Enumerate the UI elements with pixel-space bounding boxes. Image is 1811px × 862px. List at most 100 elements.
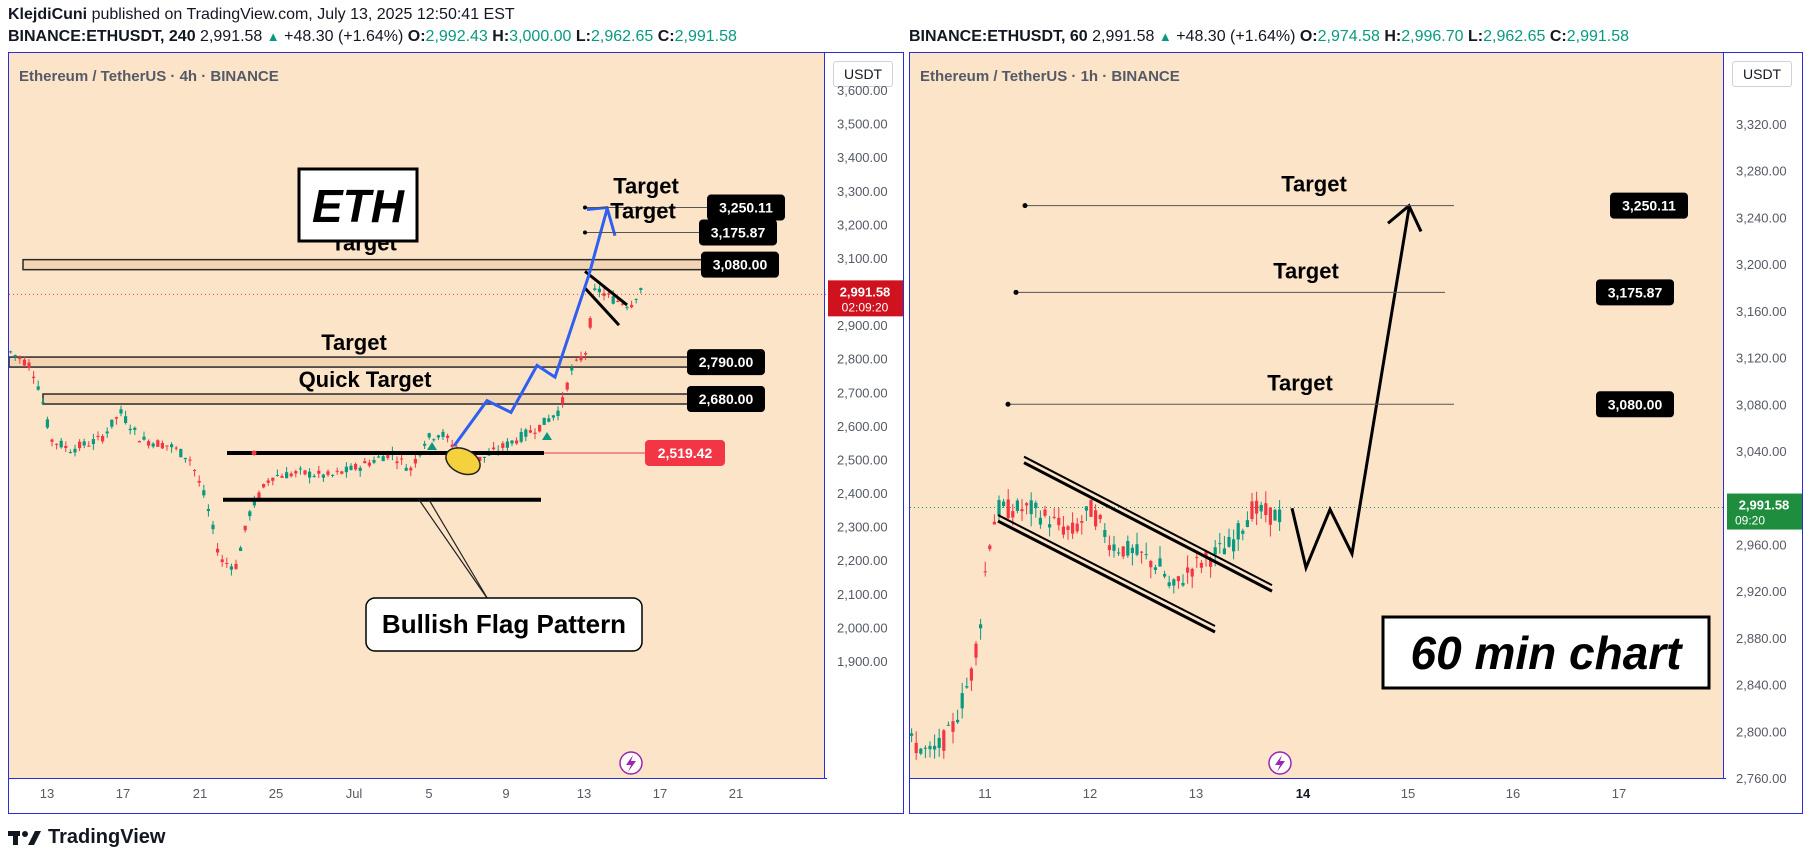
left-candle	[41, 402, 45, 404]
left-price-axis[interactable]: USDT	[824, 53, 903, 813]
level-label-3080-box	[701, 251, 779, 278]
level-label-3175: 3,175.87	[711, 224, 766, 240]
right-candle	[1140, 551, 1144, 553]
left-candle	[321, 474, 325, 478]
level-2519-dot	[251, 450, 257, 456]
left-candle	[266, 480, 270, 483]
target-dot	[583, 230, 587, 235]
level-label-2680: 2,680.00	[699, 391, 754, 407]
level-label-3175-box	[699, 219, 777, 246]
right-candle	[983, 571, 987, 573]
countdown-label: 02:09:20	[842, 300, 889, 314]
y-tick-label: 3,120.00	[1736, 351, 1787, 366]
left-candle	[349, 465, 353, 470]
left-candle	[574, 359, 578, 361]
left-candle	[225, 562, 229, 564]
right-candle	[1135, 544, 1139, 555]
tradingview-logo-icon	[8, 830, 41, 845]
left-candle	[87, 445, 91, 447]
left-low: 2,962.65	[591, 28, 654, 45]
left-candle	[170, 444, 174, 448]
y-tick-label: 2,300.00	[837, 520, 888, 535]
right-currency-button[interactable]: USDT	[1732, 61, 1793, 87]
left-candle	[492, 447, 496, 450]
y-tick-label: 1,900.00	[837, 654, 888, 669]
left-candle	[289, 473, 293, 477]
right-candle	[1195, 556, 1199, 558]
target-label: Target	[613, 174, 679, 199]
x-tick-label: 17	[116, 786, 130, 801]
left-chart-panel[interactable]: Ethereum / TetherUS · 4h · BINANCE USDT …	[8, 52, 904, 814]
right-price-axis[interactable]: USDT	[1723, 53, 1802, 813]
left-candle	[326, 471, 330, 475]
left-candle	[68, 452, 72, 454]
left-candle	[634, 298, 638, 300]
left-candle	[542, 417, 546, 425]
callout-line	[418, 499, 488, 599]
left-candle	[519, 431, 523, 442]
right-candle	[979, 624, 983, 629]
right-candle	[1199, 562, 1203, 568]
left-candle	[248, 511, 252, 517]
left-candle	[547, 418, 551, 422]
lightning-icon	[1275, 755, 1285, 772]
x-tick-label: 14	[1296, 786, 1311, 801]
left-candle	[234, 563, 238, 569]
left-candle	[441, 431, 445, 437]
left-candle	[427, 433, 431, 438]
right-candle	[1227, 536, 1231, 547]
left-candle	[174, 447, 178, 449]
left-candle	[404, 467, 408, 471]
right-candle	[1149, 561, 1153, 568]
projected-path	[452, 208, 609, 447]
left-currency-button[interactable]: USDT	[833, 61, 894, 87]
right-chart-panel[interactable]: Ethereum / TetherUS · 1h · BINANCE USDT …	[909, 52, 1803, 814]
right-candle	[1061, 526, 1065, 535]
right-candle	[919, 748, 923, 754]
left-candle	[9, 351, 13, 353]
left-candle	[450, 444, 454, 447]
left-candle	[303, 470, 307, 475]
right-candle	[942, 730, 946, 751]
left-candle	[298, 468, 302, 470]
left-ohlc-bar: BINANCE:ETHUSDT, 240 2,991.58 ▲ +48.30 (…	[8, 28, 737, 45]
right-candle	[1204, 551, 1208, 558]
left-time-axis[interactable]	[9, 778, 827, 813]
right-candle	[1245, 520, 1249, 528]
y-tick-label: 3,320.00	[1736, 117, 1787, 132]
breakout-highlight	[445, 447, 481, 476]
left-candle	[510, 440, 514, 444]
tradingview-logo[interactable]: TradingView	[8, 826, 165, 849]
x-tick-label: 9	[502, 786, 509, 801]
y-tick-label: 2,500.00	[837, 452, 888, 467]
right-candle	[1259, 504, 1263, 512]
left-candle	[294, 471, 298, 474]
left-candle	[630, 304, 634, 308]
level-label-3175-box	[1596, 279, 1674, 306]
left-candle	[105, 431, 109, 434]
y-tick-label: 2,920.00	[1736, 584, 1787, 599]
right-candle	[1264, 503, 1268, 516]
y-tick-label: 3,500.00	[837, 117, 888, 132]
footer-brand: TradingView	[48, 826, 166, 848]
left-candle	[625, 307, 629, 309]
left-candle	[367, 462, 371, 466]
left-candle	[312, 475, 316, 477]
right-candle	[1218, 543, 1222, 545]
left-candle	[551, 415, 555, 418]
right-time-axis[interactable]	[910, 778, 1726, 813]
right-candle	[1130, 547, 1134, 554]
level-label-2790: 2,790.00	[699, 354, 754, 370]
left-candle	[216, 548, 220, 553]
left-candle	[432, 439, 436, 441]
author-name[interactable]: KlejdiCuni	[8, 6, 88, 23]
left-candle	[639, 288, 643, 290]
y-tick-label: 2,900.00	[837, 318, 888, 333]
right-candle	[1048, 524, 1052, 528]
left-candle	[381, 456, 385, 462]
left-candle	[252, 499, 256, 506]
right-candle	[1255, 500, 1259, 514]
level-label-2519: 2,519.42	[658, 445, 713, 461]
x-tick-label: 12	[1083, 786, 1097, 801]
last-price-label: 2,991.58	[1739, 498, 1790, 513]
